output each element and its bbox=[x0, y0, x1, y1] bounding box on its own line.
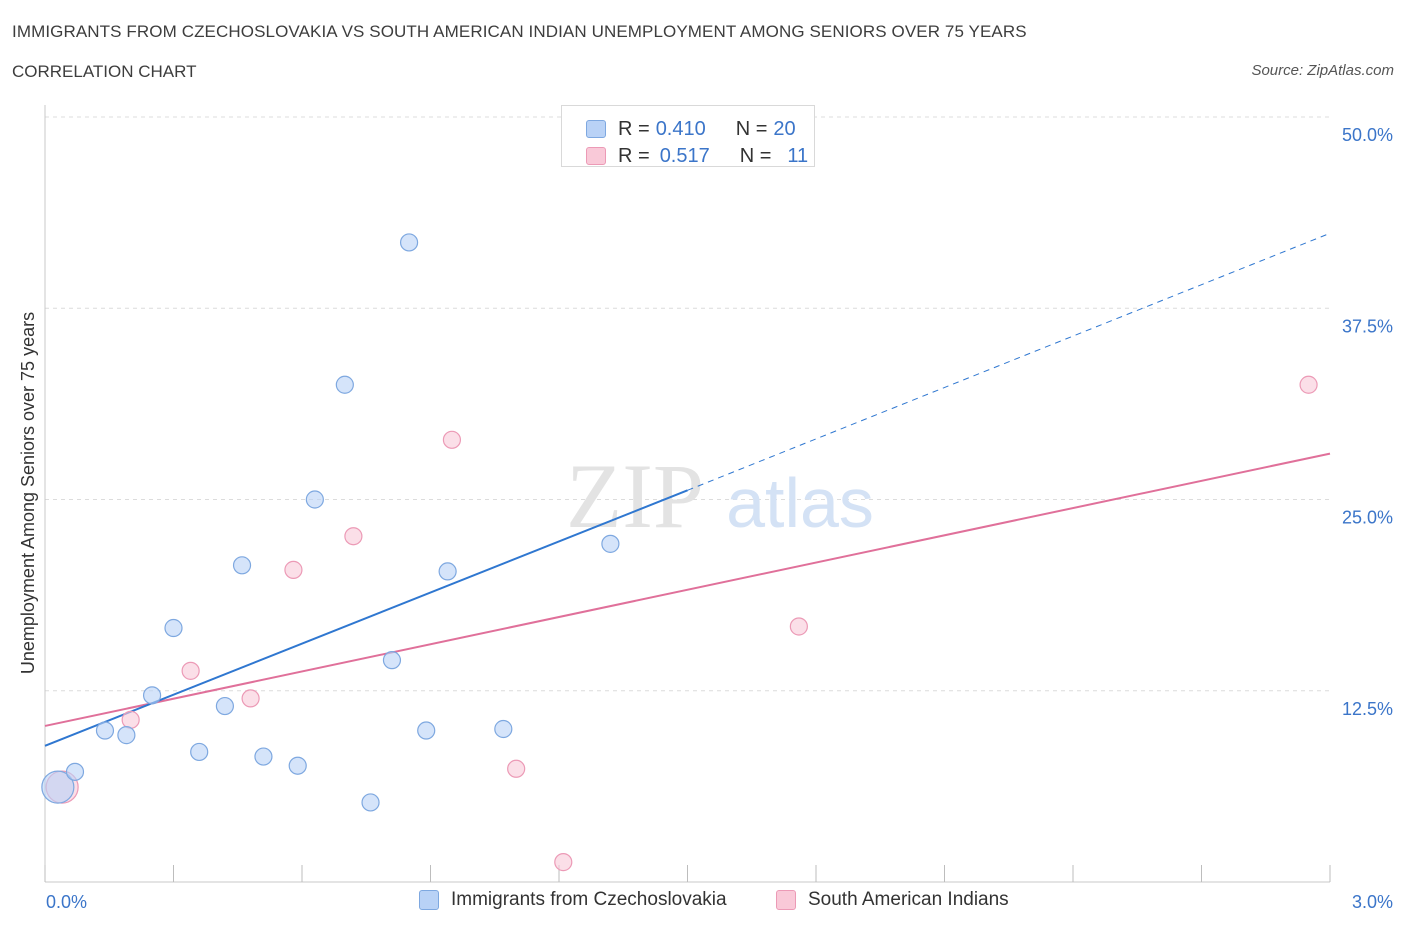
data-point-czechoslovakia bbox=[288, 756, 307, 775]
data-point-south-american-indians bbox=[442, 430, 462, 449]
data-point-czechoslovakia bbox=[190, 742, 209, 762]
data-point-czechoslovakia bbox=[361, 793, 380, 812]
data-point-czechoslovakia bbox=[254, 747, 273, 766]
legend-item-south-american-indians[interactable]: South American Indians bbox=[776, 889, 1009, 911]
legend-swatch-pink bbox=[776, 890, 796, 910]
legend-n-value: 11 bbox=[787, 144, 809, 167]
legend-row-czechoslovakia: R = 0.410 N = 20 bbox=[586, 116, 796, 142]
legend-n-label: N = bbox=[735, 117, 768, 140]
y-tick-label: 37.5% bbox=[1342, 316, 1393, 336]
legend-row-south-american-indians: R = 0.517 N = 11 bbox=[586, 143, 808, 169]
x-tick-label: 0.0% bbox=[46, 892, 87, 912]
data-point-czechoslovakia bbox=[601, 534, 620, 553]
data-point-czechoslovakia bbox=[382, 651, 402, 670]
trend-line-czechoslovakia-extension bbox=[687, 232, 1331, 491]
data-point-czechoslovakia bbox=[232, 556, 252, 575]
legend-swatch-pink bbox=[586, 147, 606, 165]
legend-n-label: N = bbox=[739, 144, 772, 167]
data-point-czechoslovakia bbox=[65, 762, 85, 781]
legend-label: South American Indians bbox=[808, 889, 1009, 910]
data-point-south-american-indians bbox=[284, 560, 303, 579]
data-point-czechoslovakia bbox=[215, 696, 234, 716]
legend-r-value: 0.410 bbox=[655, 117, 706, 140]
y-tick-label: 25.0% bbox=[1342, 508, 1393, 528]
legend-r-label: R = bbox=[618, 144, 650, 167]
data-point-south-american-indians bbox=[554, 853, 573, 872]
legend-r-value: 0.517 bbox=[659, 144, 710, 167]
data-point-south-american-indians bbox=[507, 759, 526, 778]
data-point-czechoslovakia bbox=[438, 562, 457, 581]
legend-swatch-blue bbox=[586, 120, 606, 138]
data-point-czechoslovakia bbox=[305, 490, 324, 509]
trend-line-south-american-indians bbox=[44, 452, 1331, 727]
data-point-czechoslovakia bbox=[95, 721, 115, 740]
legend-label: Immigrants from Czechoslovakia bbox=[451, 889, 727, 910]
chart-subtitle: CORRELATION CHART bbox=[12, 62, 197, 81]
correlation-legend: R = 0.410 N = 20 R = 0.517 N = 11 bbox=[561, 105, 815, 167]
data-point-czechoslovakia bbox=[417, 721, 436, 740]
y-tick-label: 50.0% bbox=[1342, 125, 1393, 145]
legend-r-label: R = bbox=[618, 117, 650, 140]
watermark-atlas: atlas bbox=[726, 464, 874, 542]
data-point-czechoslovakia bbox=[142, 686, 162, 705]
data-point-czechoslovakia bbox=[494, 719, 513, 739]
legend-n-value: 20 bbox=[773, 117, 796, 140]
data-point-south-american-indians bbox=[181, 661, 200, 680]
legend-item-czechoslovakia[interactable]: Immigrants from Czechoslovakia bbox=[419, 889, 727, 911]
data-point-czechoslovakia bbox=[335, 375, 354, 394]
data-point-south-american-indians bbox=[121, 710, 140, 729]
source-label: Source: ZipAtlas.com bbox=[1251, 62, 1394, 79]
data-point-south-american-indians bbox=[789, 617, 808, 636]
data-point-south-american-indians bbox=[241, 689, 260, 708]
legend-swatch-blue bbox=[419, 890, 439, 910]
trend-line-czechoslovakia bbox=[44, 489, 688, 747]
y-axis-title: Unemployment Among Seniors over 75 years bbox=[18, 312, 38, 674]
x-tick-label: 3.0% bbox=[1352, 892, 1393, 912]
chart-title: IMMIGRANTS FROM CZECHOSLOVAKIA VS SOUTH … bbox=[12, 22, 1027, 41]
data-point-south-american-indians bbox=[1299, 375, 1318, 394]
data-point-czechoslovakia bbox=[117, 726, 136, 745]
data-point-czechoslovakia bbox=[164, 618, 183, 638]
data-point-czechoslovakia bbox=[399, 233, 419, 252]
watermark-zip: ZIP bbox=[566, 445, 704, 547]
data-point-czechoslovakia bbox=[41, 770, 75, 804]
data-point-south-american-indians bbox=[344, 527, 363, 546]
series-legend: Immigrants from Czechoslovakia South Ame… bbox=[0, 889, 1406, 915]
y-tick-label: 12.5% bbox=[1342, 699, 1393, 719]
